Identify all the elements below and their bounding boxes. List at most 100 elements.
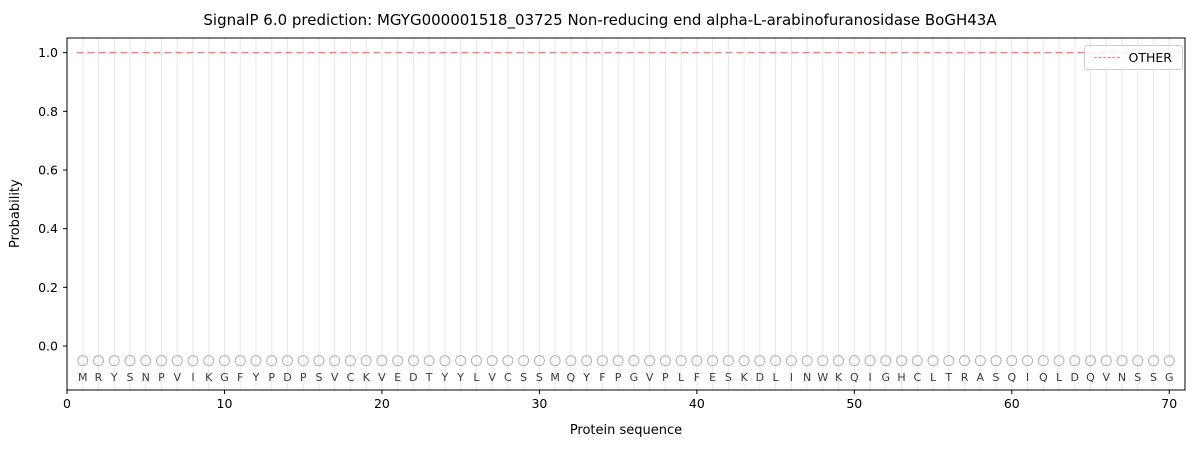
residue-marker — [864, 355, 876, 367]
residue-marker — [1022, 355, 1034, 367]
svg-text:60: 60 — [1004, 396, 1020, 411]
residue-letter: Q — [1039, 371, 1048, 384]
residue-marker — [92, 355, 104, 367]
residue-letter: P — [158, 371, 165, 384]
residue-marker — [833, 355, 845, 367]
svg-text:1.0: 1.0 — [38, 45, 58, 60]
residue-marker — [376, 355, 388, 367]
residue-letter: Y — [252, 371, 260, 384]
chart-title: SignalP 6.0 prediction: MGYG000001518_03… — [203, 11, 997, 29]
residue-marker — [738, 355, 750, 367]
residue-marker — [817, 355, 829, 367]
residue-marker — [990, 355, 1002, 367]
residue-marker — [1037, 355, 1049, 367]
residue-marker — [848, 355, 860, 367]
residue-letter: S — [126, 371, 133, 384]
residue-marker — [675, 355, 687, 367]
residue-marker — [313, 355, 325, 367]
residue-letter: Y — [441, 371, 449, 384]
svg-text:0.0: 0.0 — [38, 339, 58, 354]
residue-marker — [250, 355, 262, 367]
residue-marker — [722, 355, 734, 367]
residue-marker — [959, 355, 971, 367]
residue-letter: I — [1026, 371, 1029, 384]
residue-marker — [281, 355, 293, 367]
svg-text:0: 0 — [63, 396, 71, 411]
residue-marker — [1053, 355, 1065, 367]
residue-marker — [644, 355, 656, 367]
residue-marker — [927, 355, 939, 367]
axes-frame — [66, 37, 1186, 391]
residue-marker — [518, 355, 530, 367]
residue-letter: N — [1118, 371, 1126, 384]
residue-marker — [203, 355, 215, 367]
residue-marker — [707, 355, 719, 367]
residue-marker — [234, 355, 246, 367]
svg-text:10: 10 — [217, 396, 233, 411]
residue-letter: S — [1150, 371, 1157, 384]
svg-text:0.6: 0.6 — [38, 163, 58, 178]
residue-marker — [770, 355, 782, 367]
residue-marker — [124, 355, 136, 367]
residue-letter: N — [142, 371, 150, 384]
svg-text:70: 70 — [1161, 396, 1177, 411]
residue-letter: I — [790, 371, 793, 384]
residue-marker — [140, 355, 152, 367]
residue-marker — [486, 355, 498, 367]
y-tick-labels: 0.0 0.2 0.4 0.6 0.8 1.0 — [38, 45, 58, 353]
residue-marker — [911, 355, 923, 367]
residue-marker — [297, 355, 309, 367]
legend-label-other: OTHER — [1128, 50, 1172, 65]
residue-letter: V — [488, 371, 496, 384]
residue-letter: G — [882, 371, 891, 384]
residue-marker — [218, 355, 230, 367]
residue-letter: L — [678, 371, 685, 384]
residue-marker — [423, 355, 435, 367]
svg-text:50: 50 — [846, 396, 862, 411]
residue-marker — [77, 355, 89, 367]
residue-marker — [896, 355, 908, 367]
residue-letter: H — [897, 371, 905, 384]
residue-letter: N — [803, 371, 811, 384]
residue-letter: L — [1056, 371, 1063, 384]
residue-marker — [612, 355, 624, 367]
residue-marker — [1132, 355, 1144, 367]
residue-letter: C — [504, 371, 512, 384]
residue-marker — [360, 355, 372, 367]
residue-letter: D — [756, 371, 764, 384]
residue-marker — [266, 355, 278, 367]
residue-letter: K — [740, 371, 748, 384]
residue-marker — [628, 355, 640, 367]
residue-marker — [329, 355, 341, 367]
residue-marker — [187, 355, 199, 367]
residue-letter: T — [425, 371, 433, 384]
residue-marker — [691, 355, 703, 367]
tick-marks — [63, 52, 1170, 394]
residue-letter: T — [944, 371, 952, 384]
residue-marker — [108, 355, 120, 367]
residue-letter: D — [409, 371, 417, 384]
residue-letter: E — [709, 371, 716, 384]
svg-text:40: 40 — [689, 396, 705, 411]
legend: OTHER — [1083, 45, 1183, 70]
residue-letter: Q — [567, 371, 576, 384]
residue-letter: V — [378, 371, 386, 384]
residue-letter: A — [977, 371, 985, 384]
residue-letter: D — [1071, 371, 1079, 384]
residue-letter: F — [237, 371, 243, 384]
residue-letter: Y — [110, 371, 118, 384]
residue-letter: K — [363, 371, 371, 384]
residue-marker — [344, 355, 356, 367]
x-axis-label: Protein sequence — [569, 423, 683, 438]
residue-letter: Y — [456, 371, 464, 384]
residue-letter: S — [520, 371, 527, 384]
residue-letter: V — [173, 371, 181, 384]
residue-letter: E — [394, 371, 401, 384]
svg-text:0.2: 0.2 — [38, 280, 58, 295]
residue-letter: I — [191, 371, 194, 384]
residue-marker — [392, 355, 404, 367]
residue-marker — [1163, 355, 1175, 367]
residue-marker — [1148, 355, 1160, 367]
